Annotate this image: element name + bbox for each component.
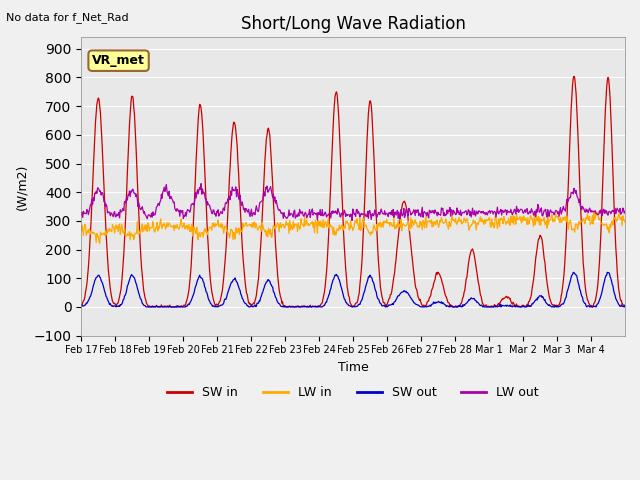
Y-axis label: (W/m2): (W/m2) [15, 163, 28, 210]
Legend: SW in, LW in, SW out, LW out: SW in, LW in, SW out, LW out [163, 381, 544, 404]
Text: VR_met: VR_met [92, 54, 145, 67]
Text: No data for f_Net_Rad: No data for f_Net_Rad [6, 12, 129, 23]
X-axis label: Time: Time [338, 361, 369, 374]
Title: Short/Long Wave Radiation: Short/Long Wave Radiation [241, 15, 465, 33]
